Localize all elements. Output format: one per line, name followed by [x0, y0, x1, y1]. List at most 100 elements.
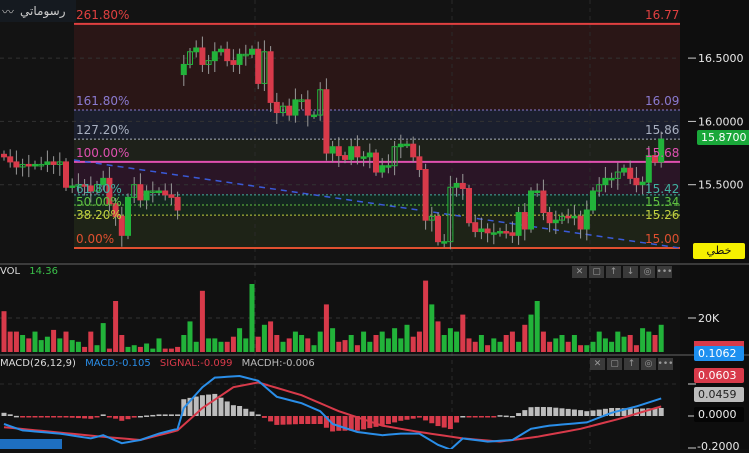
- close-icon[interactable]: ✕: [572, 266, 587, 278]
- arrow-up-icon[interactable]: ↑: [624, 358, 639, 370]
- macd-histogram-bar: [392, 416, 398, 423]
- candle-up: [298, 99, 305, 102]
- candle-down: [168, 194, 175, 198]
- candle-down: [627, 167, 634, 179]
- macd-histogram-bar: [299, 416, 305, 424]
- volume-bar: [404, 324, 410, 352]
- fib-price-label: 15.34: [645, 194, 680, 209]
- candle-up: [366, 152, 373, 158]
- candle-down: [546, 212, 553, 224]
- macd-histogram-bar: [100, 414, 106, 416]
- candle-up: [211, 51, 218, 62]
- arrow-up-icon[interactable]: ↑: [606, 266, 621, 278]
- trend-line: [73, 159, 681, 249]
- macd-histogram-bar: [175, 414, 181, 416]
- macd-histogram-bar: [460, 416, 466, 418]
- volume-bar: [51, 329, 57, 352]
- macd-histogram-bar: [485, 416, 491, 418]
- candle-up: [397, 143, 404, 148]
- arrow-down-icon[interactable]: ↓: [623, 266, 638, 278]
- candle-up: [379, 165, 386, 173]
- volume-bar: [44, 336, 50, 352]
- candle-down: [540, 190, 547, 214]
- macd-header: MACD(26,12,9) MACD:-0.105 SIGNAL:-0.099 …: [0, 358, 315, 369]
- candle-up: [56, 161, 63, 165]
- volume-bar: [497, 341, 503, 352]
- candle-down: [459, 182, 466, 189]
- volume-bar: [640, 328, 646, 352]
- macd-histogram-bar: [193, 396, 199, 416]
- settings-icon[interactable]: ◎: [640, 266, 655, 278]
- volume-bar: [615, 331, 621, 352]
- macd-histogram-bar: [206, 394, 212, 416]
- macd-histogram-bar: [125, 416, 131, 420]
- macd-histogram-bar: [106, 416, 112, 418]
- more-icon[interactable]: •••: [657, 358, 674, 370]
- macd-histogram-bar: [51, 416, 57, 418]
- macd-histogram-bar: [534, 406, 540, 416]
- macd-histogram-bar: [441, 416, 447, 428]
- macd-histogram-bar: [255, 414, 261, 416]
- candle-up: [559, 215, 565, 221]
- macd-histogram-bar: [571, 409, 577, 416]
- volume-bar: [88, 331, 94, 352]
- volume-bar: [348, 335, 354, 352]
- candle-down: [466, 187, 472, 224]
- volume-bar: [69, 340, 75, 352]
- volume-bar: [323, 304, 329, 352]
- fib-price-label: 15.26: [645, 208, 680, 223]
- fib-pct-label: 50.00%: [76, 194, 122, 209]
- candle-up: [571, 215, 578, 219]
- macd-histogram-bar: [199, 395, 205, 416]
- macd-histogram-bar: [144, 415, 150, 417]
- candle-down: [112, 203, 119, 217]
- volume-bar: [63, 331, 69, 352]
- volume-bar: [137, 346, 143, 352]
- candle-up: [242, 53, 249, 57]
- volume-bar: [429, 304, 435, 352]
- macd-histogram-bar: [621, 408, 627, 416]
- volume-bar: [305, 338, 311, 352]
- volume-bar: [224, 341, 230, 352]
- macd-histogram-bar: [63, 416, 69, 418]
- candle-up: [360, 156, 367, 159]
- fib-pct-label: 161.80%: [76, 94, 130, 108]
- candle-down: [267, 51, 274, 103]
- drawing-tools-button[interactable]: [0, 439, 62, 449]
- macd-histogram-bar: [627, 408, 633, 416]
- candle-up: [75, 184, 82, 187]
- more-icon[interactable]: •••: [656, 266, 673, 278]
- volume-axis-label: 20K: [698, 312, 720, 325]
- candle-up: [534, 190, 541, 194]
- macd-histogram-bar: [82, 416, 88, 419]
- volume-bar: [131, 345, 137, 352]
- volume-bar: [423, 280, 429, 352]
- macd-histogram-bar: [658, 408, 664, 416]
- candle-down: [273, 101, 280, 114]
- settings-icon[interactable]: ◎: [641, 358, 656, 370]
- macd-line: [3, 374, 662, 449]
- candle-down: [472, 222, 479, 233]
- macd-histogram-bar: [38, 416, 44, 418]
- maximize-icon[interactable]: ▢: [607, 358, 622, 370]
- candle-down: [81, 184, 88, 187]
- candle-down: [577, 215, 584, 230]
- candle-up: [32, 163, 38, 167]
- fib-pct-label: 38.20%: [76, 208, 122, 223]
- volume-value: 14.36: [29, 266, 58, 277]
- candle-up: [528, 190, 534, 230]
- macd-histogram-bar: [1, 412, 7, 416]
- chart-type-button[interactable]: خطي: [693, 243, 745, 259]
- last-price-tag: 15.8700: [697, 130, 749, 145]
- maximize-icon[interactable]: ▢: [589, 266, 604, 278]
- candle-up: [311, 114, 317, 118]
- candle-down: [13, 161, 20, 168]
- candle-up: [639, 181, 646, 186]
- candle-up: [404, 143, 410, 147]
- candle-down: [63, 161, 69, 188]
- macd-histogram-bar: [336, 416, 342, 431]
- chart-menu[interactable]: 〰 رسوماتي: [0, 0, 76, 22]
- close-icon[interactable]: ✕: [590, 358, 605, 370]
- volume-bar: [113, 301, 119, 352]
